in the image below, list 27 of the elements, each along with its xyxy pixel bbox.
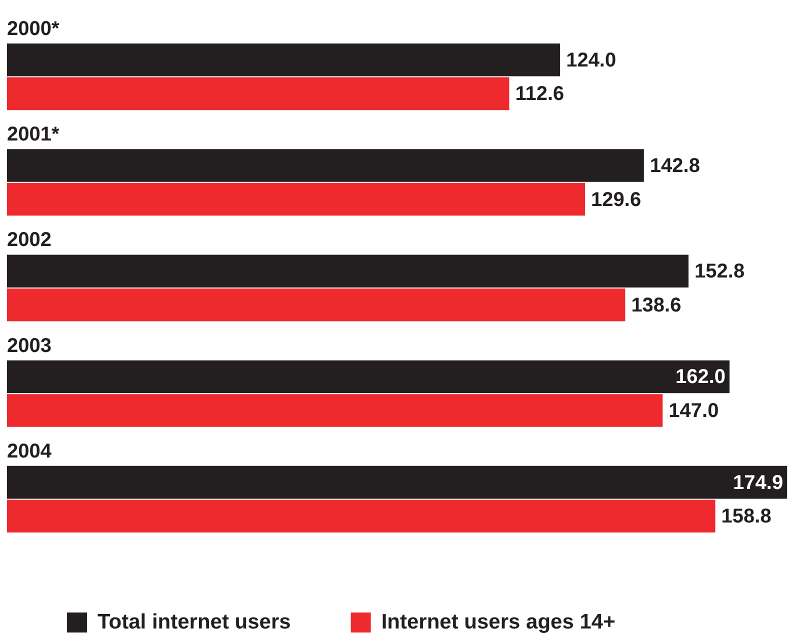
data-label: 158.8 — [721, 506, 772, 528]
bar — [7, 288, 626, 322]
data-label: 152.8 — [694, 260, 745, 283]
bar — [7, 466, 788, 499]
legend-label: Internet users ages 14+ — [381, 610, 616, 634]
bar — [7, 149, 644, 182]
data-label: 124.0 — [566, 49, 616, 72]
data-label: 147.0 — [668, 400, 719, 422]
data-label: 138.6 — [631, 294, 682, 316]
y-tick-label: 2001* — [7, 124, 60, 146]
y-tick-label: 2000* — [7, 18, 60, 40]
y-tick-label: 2003 — [7, 334, 52, 357]
bar — [7, 44, 560, 76]
bar — [7, 394, 663, 427]
data-label: 112.6 — [515, 83, 564, 106]
data-label: 129.6 — [591, 188, 642, 211]
data-label: 162.0 — [675, 366, 726, 388]
data-label: 142.8 — [650, 155, 700, 178]
bar — [7, 254, 689, 288]
y-tick-label: 2004 — [7, 440, 52, 462]
y-tick-label: 2002 — [7, 229, 52, 252]
bar — [7, 182, 586, 216]
legend-label: Total internet users — [98, 610, 291, 634]
bar — [7, 360, 730, 394]
bar — [7, 77, 510, 110]
bar — [7, 500, 716, 532]
data-label: 174.9 — [733, 472, 784, 494]
